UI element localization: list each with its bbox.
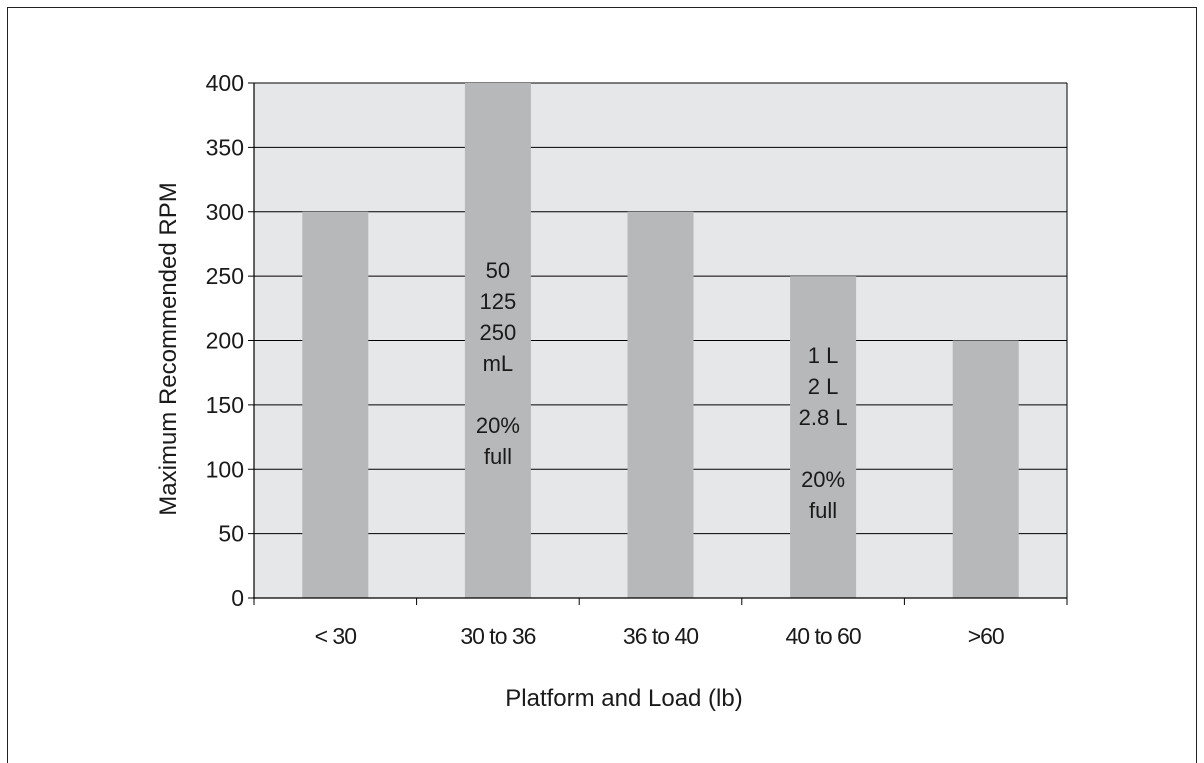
bar-1 xyxy=(464,83,531,598)
annotation-line: 2 L xyxy=(808,374,839,399)
x-tick-label: < 30 xyxy=(315,623,357,649)
y-tick-label: 350 xyxy=(206,134,244,160)
bar-4 xyxy=(952,340,1019,598)
x-tick-label: 30 to 36 xyxy=(460,623,535,649)
x-axis-label: Platform and Load (lb) xyxy=(505,685,742,712)
annotation-line: 2.8 L xyxy=(799,405,848,430)
axes xyxy=(248,82,1068,605)
bars xyxy=(302,83,1019,598)
bar-0 xyxy=(302,211,369,598)
y-tick-label: 250 xyxy=(206,263,244,289)
annotation-line: full xyxy=(484,444,512,469)
bar-2 xyxy=(627,211,694,598)
y-tick-label: 400 xyxy=(206,70,244,96)
y-axis-label: Maximum Recommended RPM xyxy=(155,182,182,515)
y-tick-label: 50 xyxy=(218,521,244,547)
annotation-line: 50 xyxy=(486,258,510,283)
annotation-line: mL xyxy=(483,351,514,376)
annotation-line: 125 xyxy=(480,289,517,314)
y-tick-labels: 0 50 100 150 200 250 300 350 400 xyxy=(206,70,244,611)
bar-annotations: 50 125 250 mL 20% full 1 L 2 L 2.8 L 20% full xyxy=(476,258,848,523)
x-tick-label: 36 to 40 xyxy=(623,623,698,649)
y-tick-label: 150 xyxy=(206,392,244,418)
annotation-line: 250 xyxy=(480,320,517,345)
y-tick-label: 200 xyxy=(206,328,244,354)
annotation-line: 20% xyxy=(801,467,845,492)
annotation-line: 1 L xyxy=(808,343,839,368)
x-tick-labels: < 30 30 to 36 36 to 40 40 to 60 >60 xyxy=(315,623,1005,649)
annotation-line: full xyxy=(809,498,837,523)
bar-3 xyxy=(790,276,857,598)
y-tick-label: 300 xyxy=(206,199,244,225)
y-tick-label: 0 xyxy=(231,585,244,611)
x-tick-label: >60 xyxy=(968,623,1004,649)
figure-frame xyxy=(7,7,1197,763)
annotation-line: 20% xyxy=(476,413,520,438)
x-tick-label: 40 to 60 xyxy=(786,623,861,649)
y-tick-label: 100 xyxy=(206,456,244,482)
